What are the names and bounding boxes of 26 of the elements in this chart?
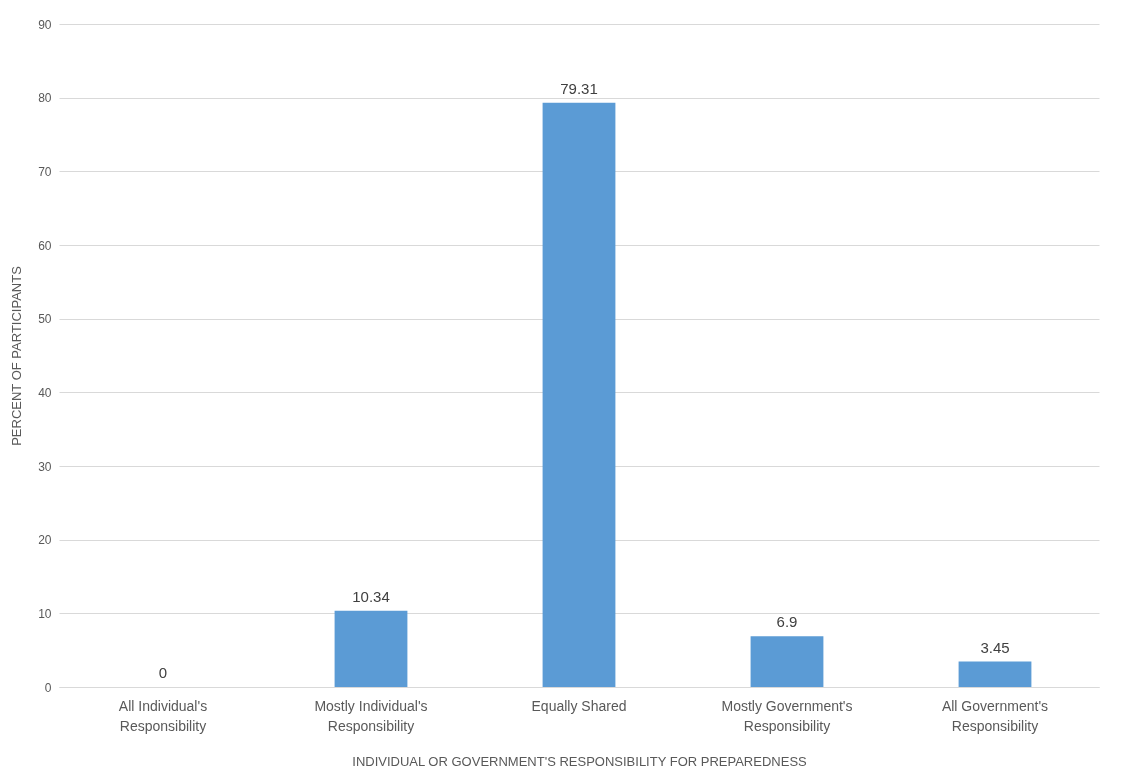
bar xyxy=(750,636,824,687)
data-label: 3.45 xyxy=(980,638,1010,656)
y-tick-label: 70 xyxy=(38,164,52,179)
data-label: 0 xyxy=(158,664,168,681)
x-tick-label: All Government's Responsibility xyxy=(941,697,1049,734)
data-label: 6.9 xyxy=(776,613,798,631)
y-tick-label: 50 xyxy=(38,312,52,327)
x-tick-label: Mostly Government's Responsibility xyxy=(721,697,853,734)
x-tick-label: All Individual's Responsibility xyxy=(118,697,208,734)
bar xyxy=(334,610,408,687)
y-tick-label: 40 xyxy=(38,385,52,400)
data-label: 10.34 xyxy=(352,587,390,605)
data-label: 79.31 xyxy=(560,79,598,97)
x-axis-title: INDIVIDUAL OR GOVERNMENT'S RESPONSIBILITY FOR PREPAREDNESS xyxy=(352,753,808,769)
y-tick-label: 60 xyxy=(38,238,52,253)
bar xyxy=(542,102,616,687)
x-tick-label: Equally Shared xyxy=(531,697,627,714)
y-tick-label: 30 xyxy=(38,459,52,474)
x-tick-label: Mostly Individual's Responsibility xyxy=(314,697,428,734)
y-tick-label: 90 xyxy=(38,17,52,32)
y-axis-title: PERCENT OF PARTICIPANTS xyxy=(9,265,25,446)
bar xyxy=(958,661,1032,687)
y-tick-label: 20 xyxy=(38,533,52,548)
y-tick-label: 0 xyxy=(44,680,52,695)
y-tick-label: 80 xyxy=(38,91,52,106)
y-tick-label: 10 xyxy=(38,606,52,621)
